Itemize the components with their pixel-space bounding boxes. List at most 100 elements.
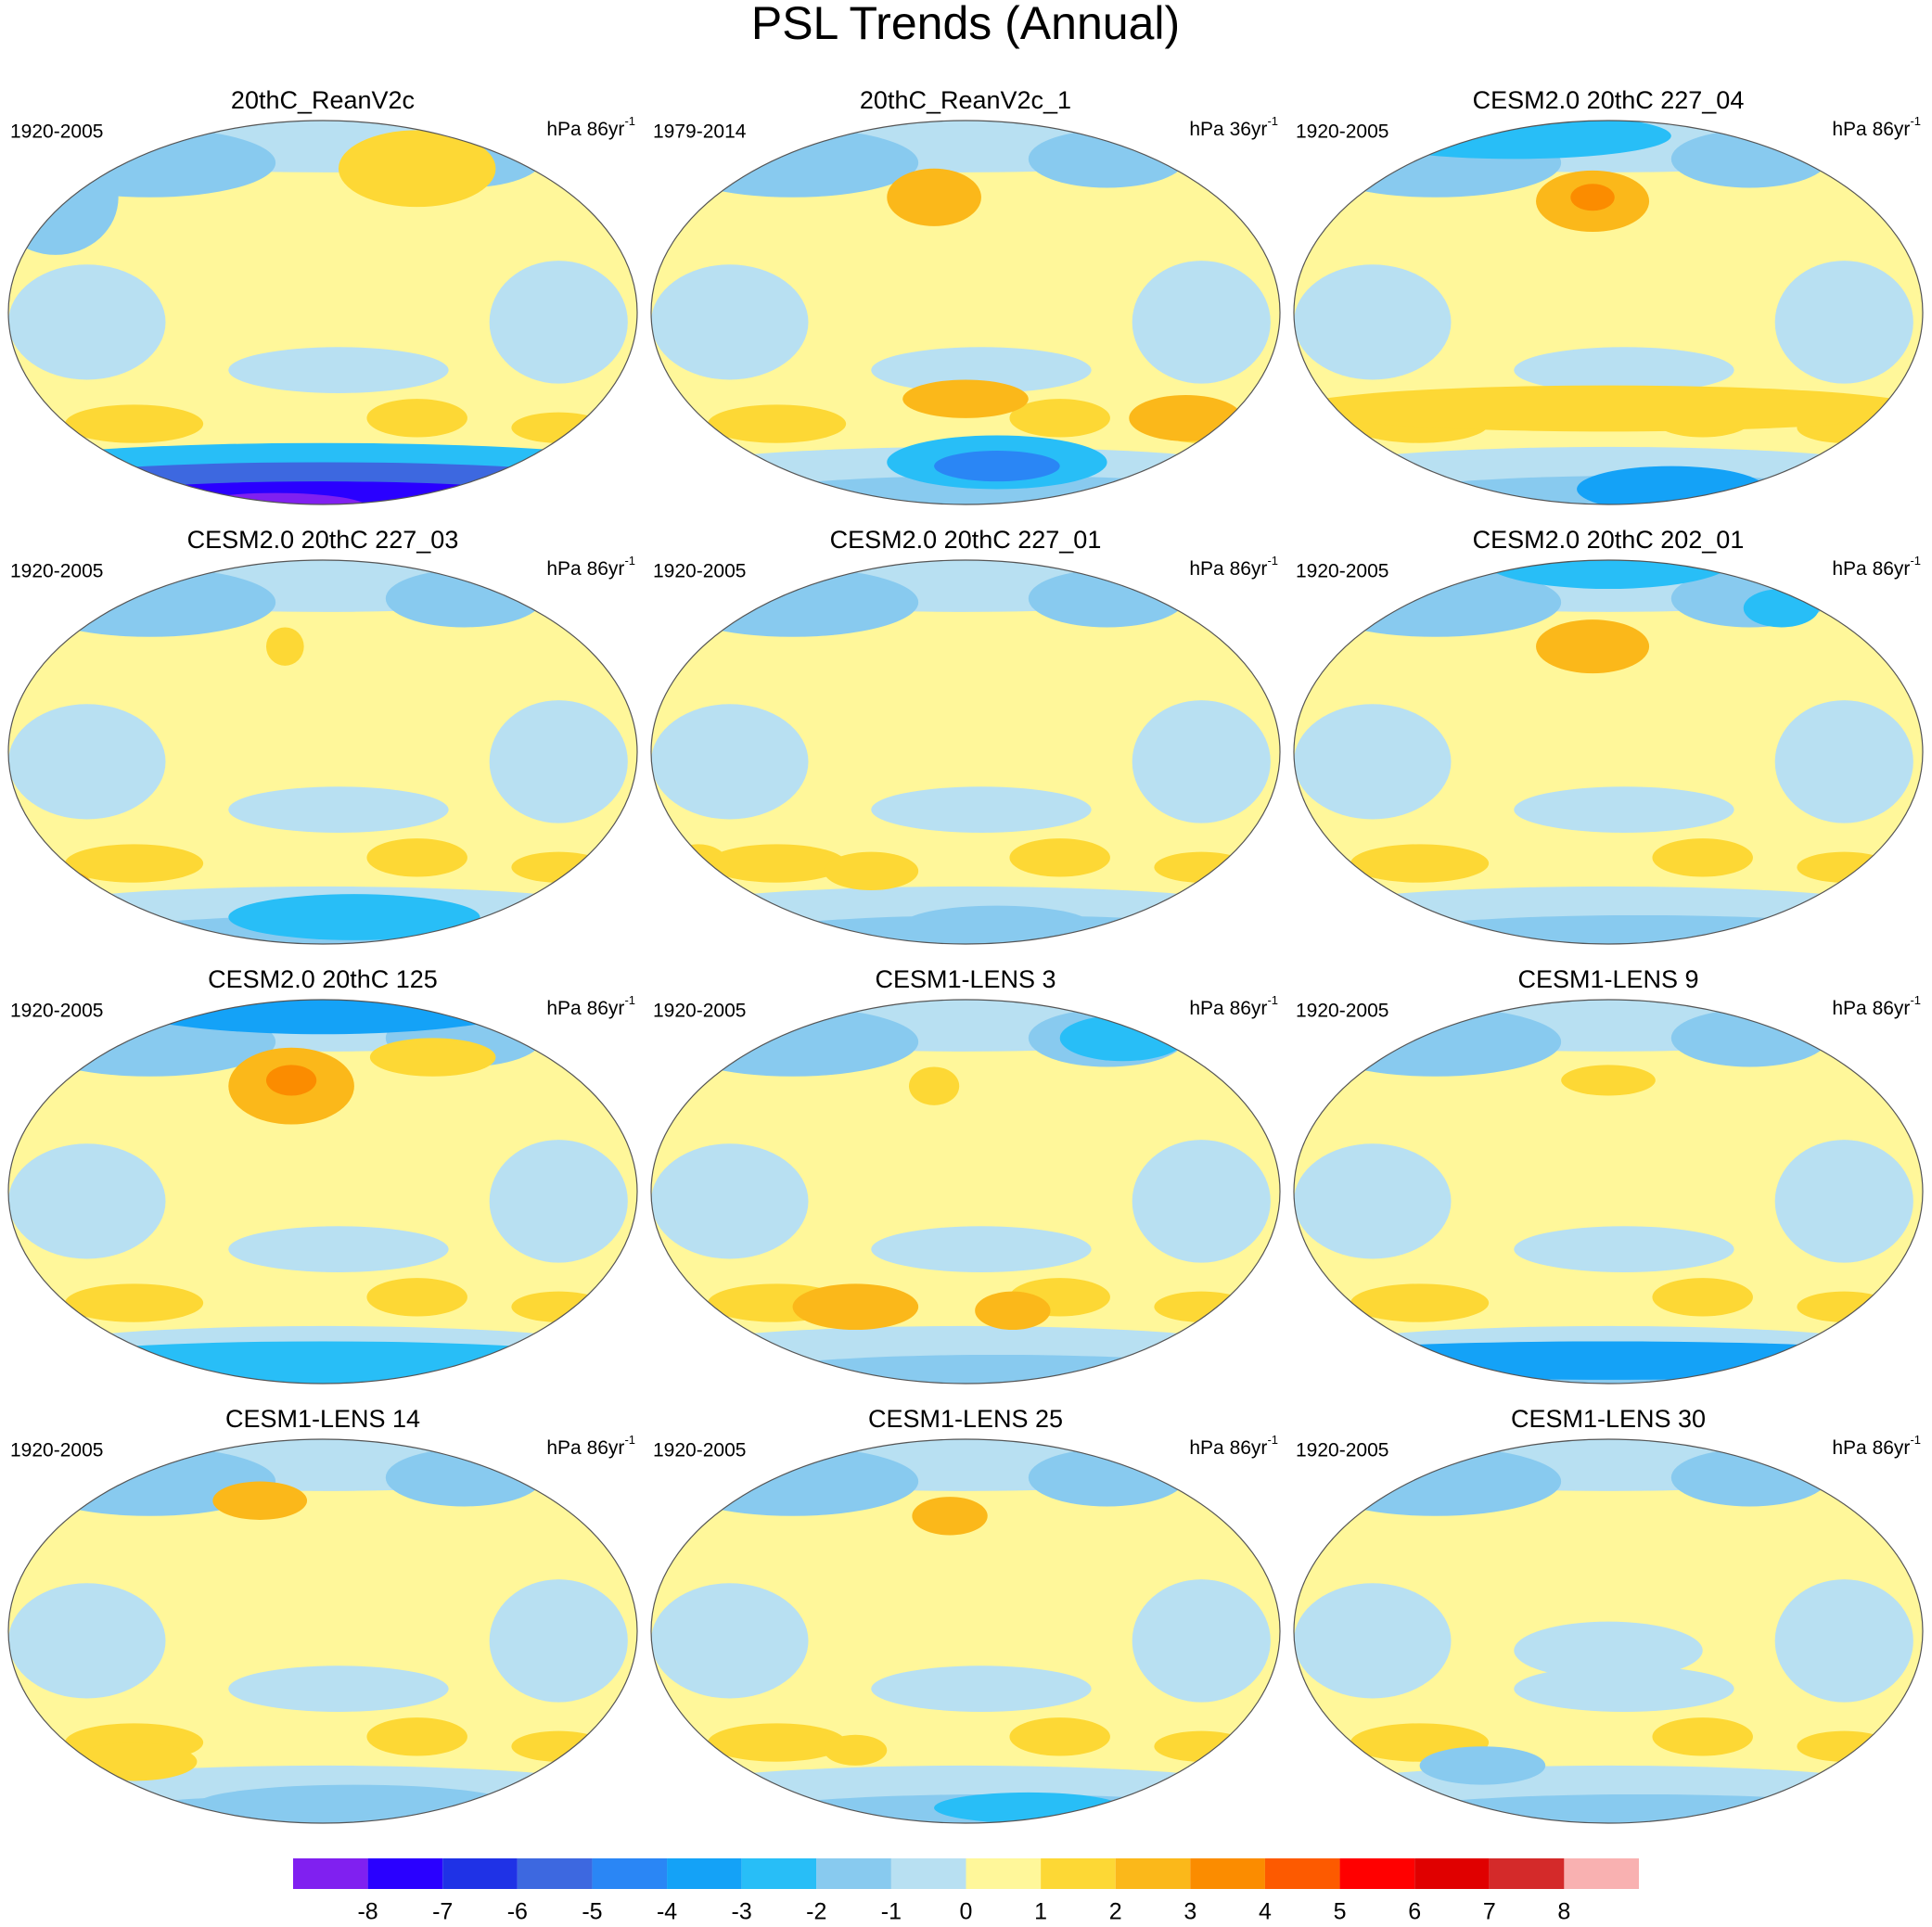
units-text: hPa 86yr [546, 558, 624, 580]
period-label: 1979-2014 [653, 121, 747, 143]
units-exponent: -1 [1910, 554, 1921, 568]
panel-title: CESM2.0 20thC 227_01 [830, 526, 1102, 554]
period-label: 1920-2005 [10, 121, 103, 143]
colorbar-box [1414, 1858, 1490, 1889]
field-region [1774, 1140, 1913, 1263]
units-text: hPa 86yr [546, 119, 624, 140]
map-outline [1293, 559, 1924, 945]
map-panel: CESM2.0 20thC 125 1920-2005 hPa 86yr-1 [7, 965, 638, 1385]
map-outline [7, 1438, 638, 1824]
field-region [70, 1742, 198, 1781]
field-region [181, 492, 370, 504]
units-text: hPa 86yr [1189, 998, 1267, 1019]
map-outline [7, 120, 638, 505]
field-region [666, 844, 730, 891]
panel-title: CESM2.0 20thC 125 [208, 965, 438, 993]
field-region [1514, 786, 1734, 833]
colorbar-label: 6 [1408, 1899, 1421, 1925]
figure-title: PSL Trends (Annual) [751, 0, 1180, 49]
period-label: 1920-2005 [653, 561, 746, 582]
map-panel: CESM1-LENS 25 1920-2005 hPa 86yr-1 [650, 1405, 1281, 1824]
colorbar-label: -6 [507, 1899, 528, 1925]
field-region [887, 168, 981, 226]
period-label: 1920-2005 [1296, 121, 1388, 143]
field-region [871, 347, 1092, 393]
map-field [8, 1000, 637, 1384]
field-region [385, 1448, 544, 1507]
field-region [1570, 184, 1615, 211]
field-region [651, 1583, 809, 1699]
field-region [908, 1066, 960, 1105]
units-label: hPa 86yr-1 [546, 114, 635, 139]
units-exponent: -1 [1267, 554, 1278, 568]
field-region [265, 627, 304, 666]
field-region [8, 264, 166, 380]
field-region [1670, 1448, 1829, 1507]
field-region [8, 704, 166, 820]
map-panel: CESM1-LENS 9 1920-2005 hPa 86yr-1 [1293, 965, 1924, 1385]
map-outline [1293, 120, 1924, 505]
map-outline [650, 999, 1281, 1385]
colorbar-label: 2 [1109, 1899, 1122, 1925]
colorbar-label: 8 [1557, 1899, 1570, 1925]
units-exponent: -1 [1267, 993, 1278, 1007]
field-region [871, 1226, 1092, 1272]
field-region [228, 786, 449, 833]
units-text: hPa 86yr [1189, 1437, 1267, 1459]
field-region [1009, 399, 1110, 438]
field-region [871, 1665, 1092, 1712]
field-region [511, 412, 607, 443]
field-region [228, 894, 480, 940]
map-outline [650, 559, 1281, 945]
units-text: hPa 86yr [546, 1437, 624, 1459]
panel-title: CESM2.0 20thC 227_04 [1473, 86, 1745, 114]
colorbar-label: 0 [960, 1899, 973, 1925]
map-outline [7, 999, 638, 1385]
map-panel: CESM1-LENS 3 1920-2005 hPa 86yr-1 [650, 965, 1281, 1385]
units-text: hPa 86yr [1189, 558, 1267, 580]
colorbar-label: -1 [881, 1899, 902, 1925]
field-region [511, 851, 607, 883]
field-region [385, 569, 544, 628]
field-region [1774, 1579, 1913, 1703]
field-region [1294, 264, 1452, 380]
panel-title: CESM1-LENS 3 [875, 965, 1056, 993]
field-region [1154, 851, 1249, 883]
field-region [1294, 1583, 1452, 1699]
units-text: hPa 86yr [1832, 998, 1910, 1019]
field-region [1797, 1291, 1892, 1322]
field-region [102, 1000, 544, 1035]
field-region [1652, 1278, 1753, 1317]
units-text: hPa 36yr [1189, 119, 1267, 140]
field-region [934, 1792, 1123, 1823]
units-label: hPa 86yr-1 [546, 554, 635, 579]
field-region [1059, 1015, 1186, 1062]
field-region [65, 1283, 204, 1322]
field-region [65, 404, 204, 443]
field-region [8, 1143, 166, 1259]
field-region [1670, 1009, 1829, 1067]
field-region [228, 1665, 449, 1712]
field-region [1514, 1621, 1703, 1679]
field-region [1129, 395, 1243, 441]
field-region [1132, 261, 1271, 384]
field-region [1009, 838, 1110, 877]
units-label: hPa 86yr-1 [1832, 993, 1921, 1018]
colorbar-box [592, 1858, 668, 1889]
field-region [1652, 838, 1753, 877]
field-region [745, 1354, 1249, 1384]
field-region [1514, 347, 1734, 393]
field-region [1797, 851, 1892, 883]
map-field [651, 1439, 1280, 1823]
field-region [489, 261, 628, 384]
map-panel: CESM2.0 20thC 227_04 1920-2005 hPa 86yr-1 [1293, 86, 1924, 505]
field-region [934, 451, 1060, 482]
field-region [489, 700, 628, 823]
units-exponent: -1 [624, 554, 635, 568]
panel-title: CESM1-LENS 30 [1511, 1405, 1706, 1433]
period-label: 1920-2005 [10, 561, 103, 582]
field-region [511, 1291, 607, 1322]
field-region [1294, 1143, 1452, 1259]
field-region [651, 704, 809, 820]
